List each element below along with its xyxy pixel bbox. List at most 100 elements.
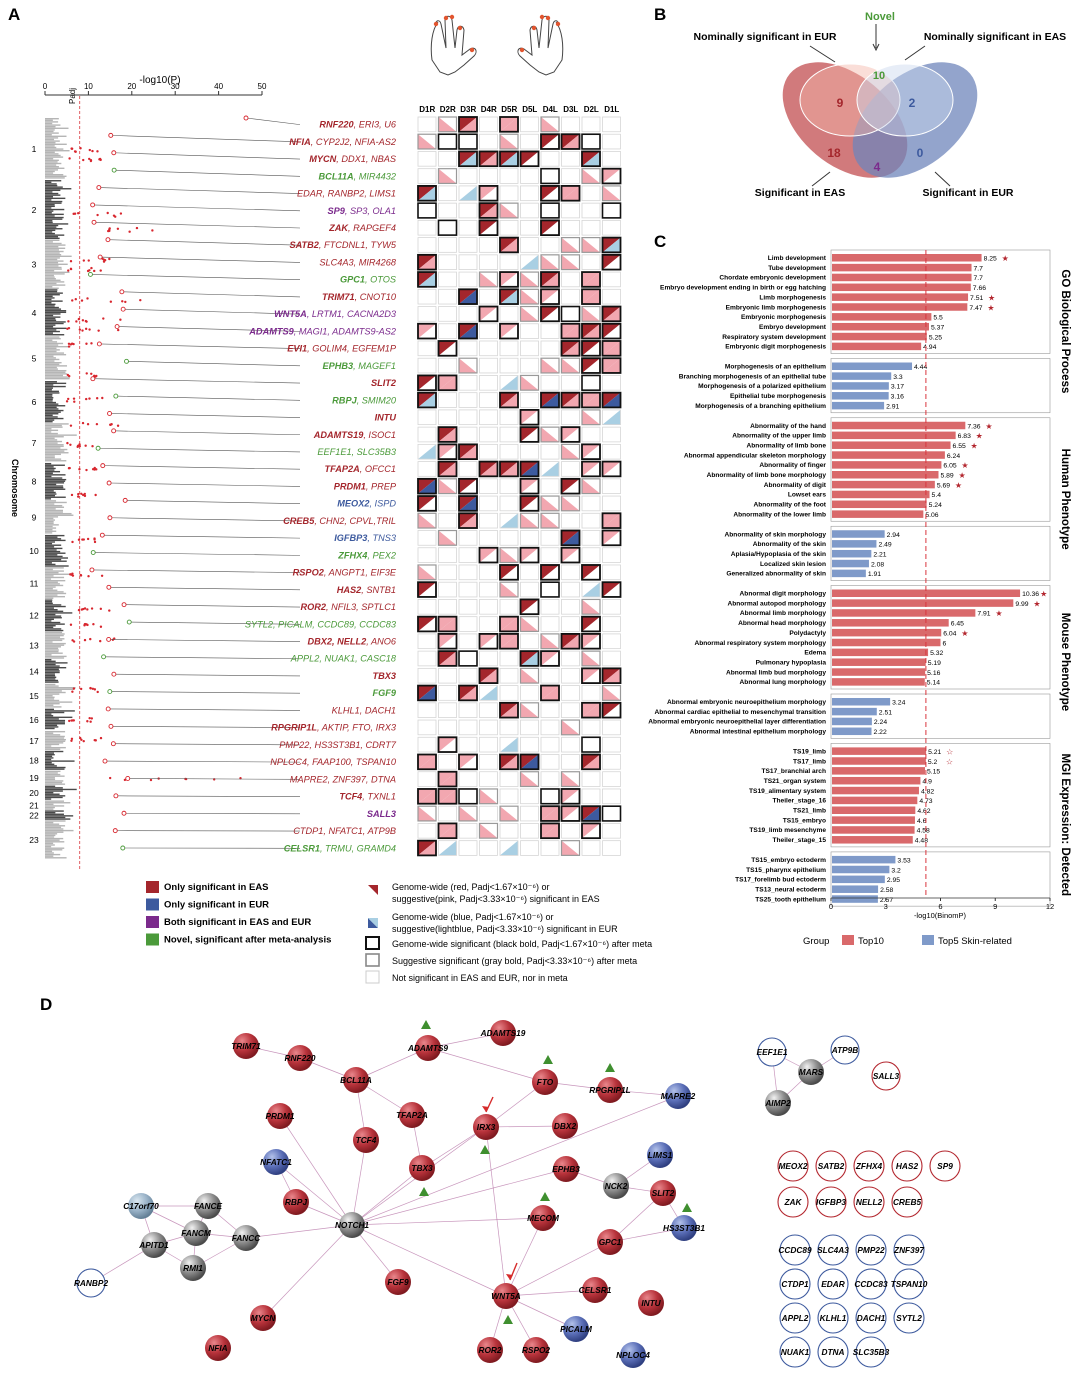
eas-triangle (561, 358, 580, 373)
fingertip-marker (433, 21, 439, 27)
grid-cell (417, 495, 437, 512)
sig-snp-dot (89, 159, 93, 163)
locus-label: MYCN, DDX1, NBAS (309, 154, 397, 164)
sig-snp-dot (121, 300, 124, 303)
grid-cell-box (417, 202, 437, 219)
snp-strip (45, 417, 64, 420)
grid-cell (560, 840, 581, 856)
sig-snp-dot (86, 608, 89, 611)
grid-cell (540, 822, 560, 840)
grid-cell (540, 409, 560, 426)
node-label: PICALM (560, 1324, 593, 1334)
snp-strip (45, 644, 65, 646)
grid-cell (479, 426, 498, 443)
grid-cell (540, 461, 560, 477)
bar-label: Pulmonary hypoplasia (756, 659, 827, 666)
snp-strip (45, 134, 52, 136)
node-label: SATB2 (818, 1161, 845, 1171)
grid-cell (602, 443, 621, 460)
facet-title: Mouse Phenotype (1059, 613, 1071, 711)
snp-strip (45, 735, 65, 738)
locus-peak-marker (107, 515, 113, 521)
grid-cell (499, 495, 519, 512)
grid-cell-box (560, 546, 581, 564)
bar-top10 (832, 313, 932, 321)
manhattan-x-title: -log10(P) (139, 75, 180, 86)
eas-triangle (438, 444, 457, 460)
fingertip-marker (443, 15, 449, 21)
locus-peak-marker (88, 271, 93, 277)
grid-cell-box (540, 237, 560, 253)
grid-cell-box (519, 771, 540, 788)
grid-cell (519, 374, 540, 391)
locus-connector (102, 465, 301, 470)
node-sphere (473, 1114, 499, 1140)
snp-strip (45, 710, 75, 712)
eas-triangle (582, 392, 600, 408)
x-tick-label: 20 (127, 82, 136, 91)
snp-strip (45, 546, 55, 548)
bar-top10 (832, 342, 922, 351)
significance-star: ★ (955, 481, 962, 490)
network-node-ranbp2: RANBP2 (74, 1268, 108, 1298)
isolated-node-sytl2: SYTL2 (893, 1302, 925, 1334)
locus-other-genes: , OTOS (365, 275, 397, 285)
snp-strip (45, 498, 52, 500)
grid-cell-box (519, 271, 540, 288)
node-label: SLC4A3 (817, 1245, 849, 1255)
grid-cell (581, 771, 601, 787)
grid-cell-box (479, 357, 498, 374)
grid-cell-box (499, 443, 519, 460)
grid-cell (458, 719, 478, 736)
sig-snp-dot (102, 317, 105, 320)
grid-cell-box (540, 461, 560, 477)
grid-cell-box (458, 375, 478, 391)
grid-cell (540, 133, 560, 150)
snp-strip (45, 711, 65, 714)
grid-cell-box (581, 133, 601, 150)
sig-snp-dot (70, 573, 73, 576)
node-sphere (671, 1215, 697, 1241)
snp-strip (45, 604, 62, 606)
snp-strip (45, 470, 61, 473)
snp-strip (45, 698, 55, 700)
grid-cell (601, 185, 622, 202)
snp-strip (45, 349, 60, 351)
snp-strip (45, 617, 62, 619)
x-tick-label: 12 (1046, 902, 1054, 911)
snp-strip (45, 568, 53, 571)
sig-snp-dot (99, 639, 102, 643)
legend-swatch (146, 933, 159, 946)
sig-snp-dot (151, 229, 154, 232)
grid-cell (479, 719, 498, 736)
legend-skin-swatch (922, 935, 934, 945)
grid-cell-box (601, 805, 622, 822)
grid-cell-box (520, 530, 539, 546)
bar-value-label: 3.17 (891, 384, 904, 391)
locus-other-genes: , MAGI1, ADAMTS9-AS2 (294, 326, 396, 336)
snp-strip (45, 345, 71, 348)
grid-cell (540, 771, 560, 787)
bar-label: Aplasia/Hypoplasia of the skin (731, 551, 826, 558)
grid-cell-box (581, 271, 601, 288)
grid-cell-box (417, 461, 437, 477)
bar-value-label: 5.24 (929, 502, 942, 509)
bar-top10 (832, 441, 951, 449)
grid-cell (520, 219, 539, 236)
snp-strip (45, 823, 60, 825)
chromosome-label-17: 17 (29, 736, 39, 746)
snp-strip (45, 657, 65, 659)
snp-strip (45, 339, 53, 341)
snp-strip (45, 845, 52, 848)
snp-strip (45, 458, 62, 460)
snp-strip (45, 126, 56, 128)
sig-snp-dot (67, 320, 70, 323)
bar-label: TS21_organ system (764, 778, 826, 785)
grid-cell-box (560, 771, 581, 788)
eur-triangle (418, 272, 436, 287)
grid-cell (581, 701, 601, 719)
sig-snp-dot (74, 298, 77, 301)
sig-snp-dot (116, 328, 120, 332)
locus-label: CREB5, CHN2, CPVL,TRIL (283, 516, 396, 526)
locus-label: EDAR, RANBP2, LIMS1 (297, 189, 396, 199)
